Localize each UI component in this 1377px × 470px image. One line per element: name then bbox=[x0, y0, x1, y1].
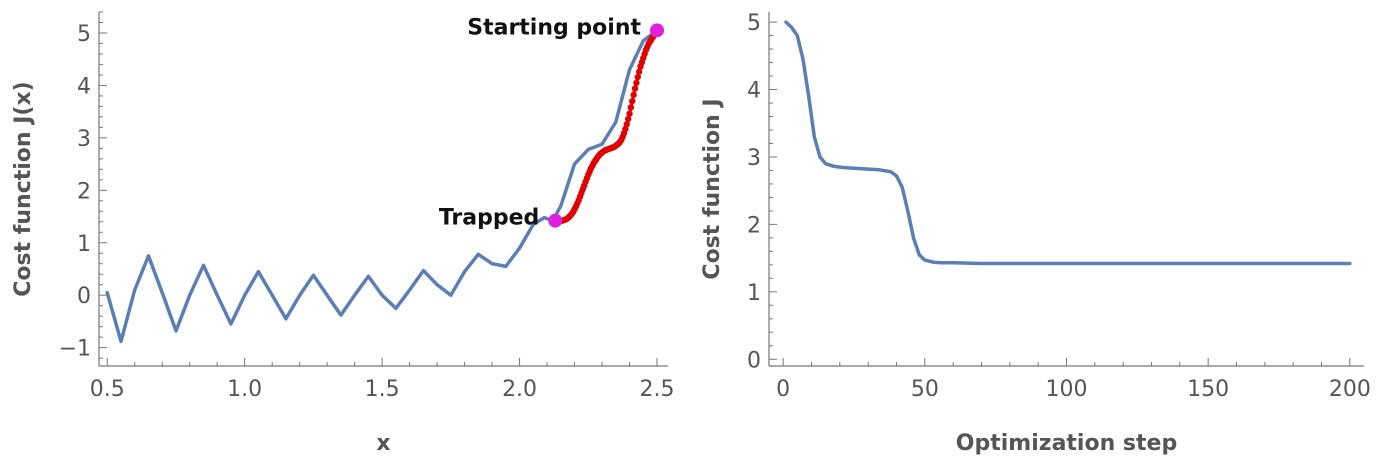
y-tick-label: 1 bbox=[747, 281, 761, 306]
descent-step-point bbox=[631, 85, 639, 92]
y-tick-label: 4 bbox=[747, 79, 761, 104]
x-axis-title: x bbox=[376, 431, 390, 456]
x-tick-label: 2.0 bbox=[502, 377, 537, 402]
x-tick-label: 1.5 bbox=[365, 377, 400, 402]
descent-step-point bbox=[627, 104, 635, 111]
y-tick-label: −1 bbox=[59, 337, 91, 362]
y-axis-title: Cost function J bbox=[700, 98, 725, 279]
x-tick-label: 200 bbox=[1329, 377, 1371, 402]
x-tick-label: 0.5 bbox=[90, 377, 125, 402]
series-line-0 bbox=[105, 28, 659, 344]
descent-step-point bbox=[637, 63, 644, 70]
x-axis-title: Optimization step bbox=[956, 431, 1177, 456]
y-tick-label: 4 bbox=[77, 74, 91, 99]
annotation-starting-point: Starting point bbox=[467, 15, 641, 40]
starting-point-marker bbox=[650, 23, 665, 38]
y-tick-label: 1 bbox=[77, 232, 91, 257]
y-tick-label: 3 bbox=[747, 146, 761, 171]
descent-step-point bbox=[634, 73, 641, 81]
y-tick-label: 2 bbox=[77, 179, 91, 204]
x-tick-label: 0 bbox=[776, 377, 790, 402]
y-tick-label: 0 bbox=[77, 284, 91, 309]
series-line-0 bbox=[784, 20, 1352, 266]
descent-step-point bbox=[624, 115, 632, 123]
chart-cost-vs-step: 0 50 100 150 200 0 1 2 3 4 5 Optimization step Cost … bbox=[700, 11, 1371, 456]
x-tick-label: 1.0 bbox=[227, 377, 262, 402]
x-tick-label: 150 bbox=[1187, 377, 1229, 402]
y-tick-label: 5 bbox=[77, 22, 91, 47]
descent-step-point bbox=[633, 79, 640, 87]
y-tick-label: 0 bbox=[747, 348, 761, 373]
x-tick-label: 100 bbox=[1046, 377, 1088, 402]
y-tick-label: 2 bbox=[747, 213, 761, 238]
y-tick-label: 5 bbox=[747, 11, 761, 36]
y-tick-label: 3 bbox=[77, 127, 91, 152]
x-tick-label: 50 bbox=[911, 377, 939, 402]
trapped-point-marker bbox=[548, 213, 563, 228]
descent-step-point bbox=[626, 110, 633, 117]
descent-step-point bbox=[635, 68, 643, 75]
descent-step-point bbox=[630, 91, 637, 99]
y-axis-title: Cost function J(x) bbox=[11, 81, 36, 296]
chart-cost-vs-x: 0.5 1.0 1.5 2.0 2.5 −1 0 1 2 3 4 5 x Cost function J(… bbox=[11, 11, 675, 456]
x-tick-label: 2.5 bbox=[640, 377, 675, 402]
annotation-trapped: Trapped bbox=[439, 206, 539, 231]
descent-step-point bbox=[629, 97, 636, 105]
